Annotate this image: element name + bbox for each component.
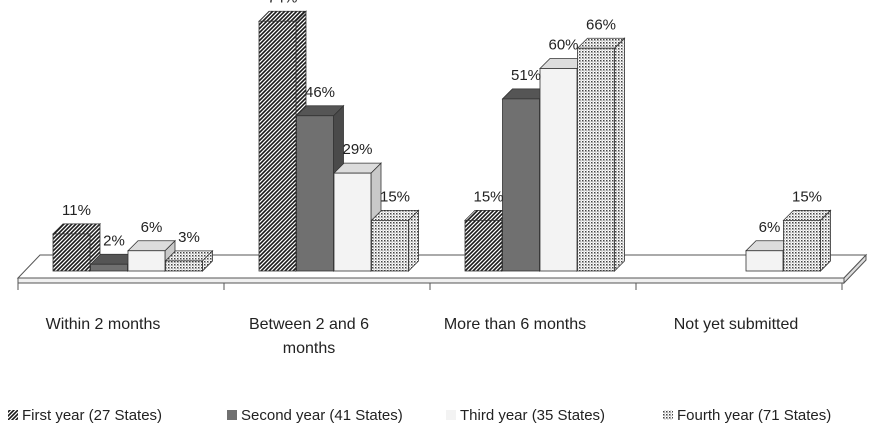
bar-front	[296, 115, 334, 272]
legend: First year (27 States) Second year (41 St…	[8, 407, 831, 424]
data-label: 11%	[62, 202, 91, 219]
legend-label: Second year (41 States)	[241, 407, 403, 424]
bar-front	[52, 233, 91, 272]
legend-swatch	[446, 410, 456, 420]
data-label: 29%	[342, 141, 372, 158]
data-label: 15%	[792, 188, 822, 205]
data-label: 2%	[103, 232, 125, 249]
bar-fourth-year-71-states-more-than-6-months	[576, 37, 626, 272]
bar-front	[333, 172, 372, 272]
legend-swatch	[227, 410, 237, 420]
legend-item-first-year-27-states: First year (27 States)	[8, 407, 162, 424]
bar-fourth-year-71-states-within-2-months	[164, 249, 214, 272]
bar-front	[502, 98, 540, 272]
bar-front	[371, 219, 409, 272]
bars-group	[52, 10, 832, 272]
legend-label: Fourth year (71 States)	[677, 407, 831, 424]
data-label: 74%	[267, 0, 297, 6]
data-label: 15%	[380, 188, 410, 205]
data-labels-group: 11% 74% 15% 2% 46% 51% 6% 29% 60% 6% 3% 15% 66% 15%	[62, 0, 822, 249]
category-label: More than 6 months	[444, 316, 586, 333]
data-label: 51%	[511, 67, 541, 84]
legend-item-third-year-35-states: Third year (35 States)	[446, 407, 605, 424]
legend-label: First year (27 States)	[22, 407, 162, 424]
bar-side	[820, 209, 831, 272]
floor-side	[843, 253, 867, 285]
legend-swatch	[8, 410, 18, 420]
legend-swatch	[663, 410, 673, 420]
legend-label: Third year (35 States)	[460, 407, 605, 424]
chart-floor	[16, 253, 868, 290]
bar-front	[539, 68, 578, 272]
legend-item-fourth-year-71-states: Fourth year (71 States)	[663, 407, 831, 424]
legend-item-second-year-41-states: Second year (41 States)	[227, 407, 403, 424]
bar-fourth-year-71-states-not-yet-submitted	[782, 209, 832, 272]
data-label: 6%	[759, 219, 781, 236]
category-label: months	[283, 340, 335, 357]
data-label: 6%	[141, 219, 163, 236]
data-label: 46%	[305, 84, 335, 101]
bar-front	[258, 20, 297, 272]
category-label: Not yet submitted	[674, 316, 799, 333]
data-label: 3%	[178, 229, 200, 246]
category-labels-group: Within 2 months Between 2 and 6 months More…	[46, 316, 799, 357]
bar-front	[745, 250, 784, 272]
bar-front	[783, 219, 821, 272]
data-label: 66%	[586, 16, 616, 33]
bar-side	[614, 37, 625, 272]
category-label: Between 2 and 6	[249, 316, 369, 333]
bar-front	[90, 263, 128, 272]
bar-fourth-year-71-states-between-2-and-6-months	[370, 209, 420, 272]
bar-front	[577, 47, 615, 272]
category-label: Within 2 months	[46, 316, 161, 333]
bar-front	[165, 260, 203, 272]
bar-front	[127, 250, 166, 272]
data-label: 15%	[473, 188, 503, 205]
data-label: 60%	[548, 37, 578, 54]
bar-front	[464, 219, 503, 272]
floor-front	[17, 277, 845, 284]
bar-side	[408, 209, 419, 272]
